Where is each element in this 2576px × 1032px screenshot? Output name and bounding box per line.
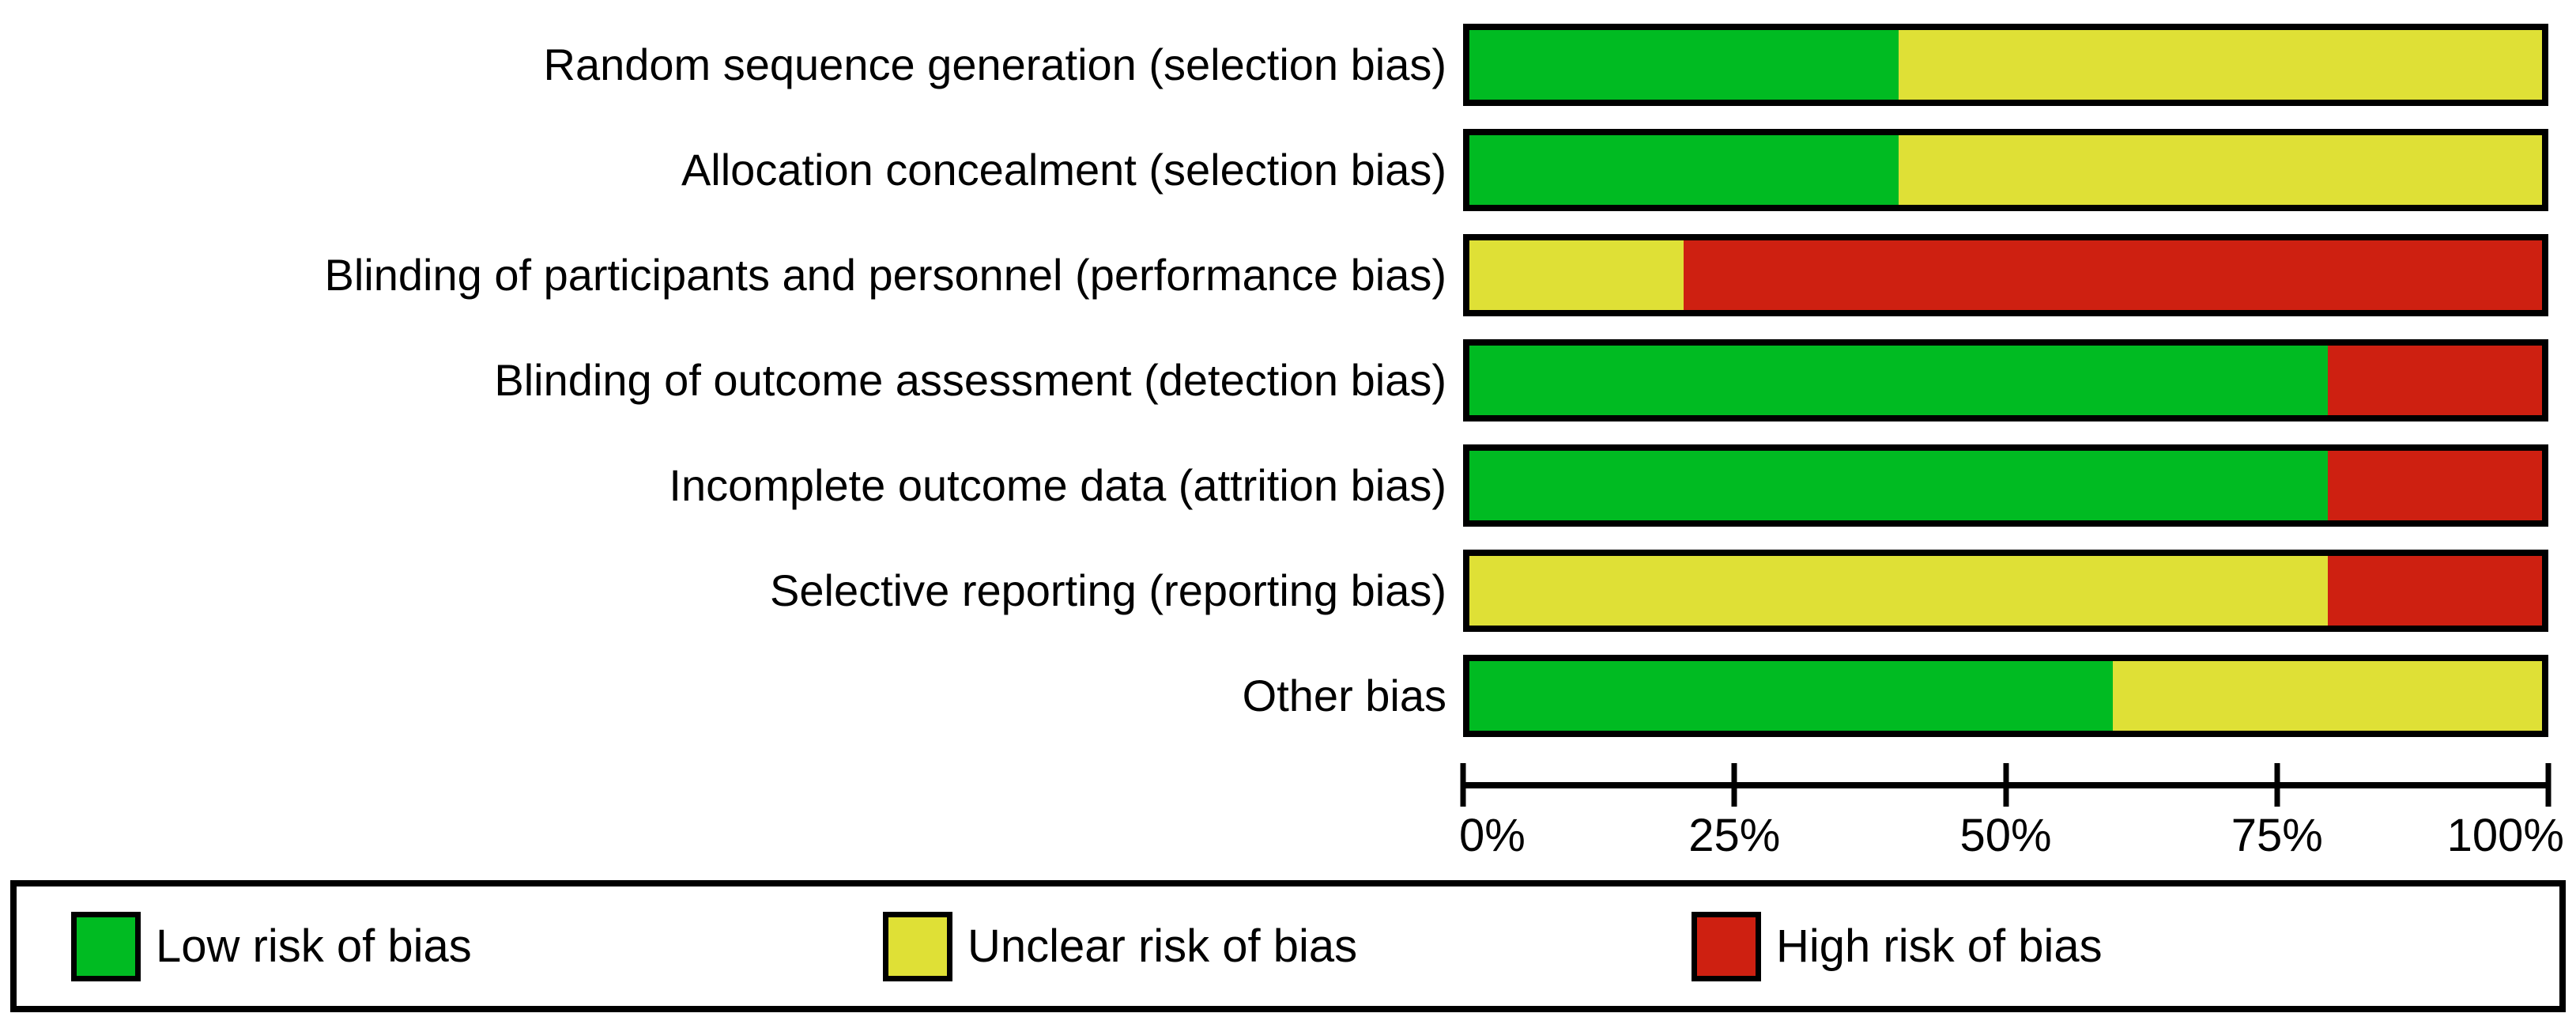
legend-swatch-high-risk (1692, 911, 1761, 981)
row-label: Allocation concealment (selection bias) (681, 144, 1446, 195)
legend-label: Low risk of bias (156, 920, 472, 972)
x-axis-row: 0% 25% 50% 75% 100% (0, 763, 2564, 870)
axis-spacer (0, 763, 1463, 870)
legend-item-unclear-risk: Unclear risk of bias (883, 911, 1358, 981)
row-label: Selective reporting (reporting bias) (770, 565, 1446, 615)
row-label: Blinding of participants and personnel (… (324, 249, 1446, 300)
chart-row: Blinding of participants and personnel (… (0, 222, 2576, 327)
axis-tick (1731, 763, 1737, 807)
bar-segment-unclear-risk (1469, 555, 2328, 626)
legend: Low risk of bias Unclear risk of bias High… (10, 880, 2566, 1012)
bar-segment-low-risk (1469, 660, 2114, 731)
bar-segment-high-risk (1684, 240, 2542, 310)
chart-row: Blinding of outcome assessment (detectio… (0, 327, 2576, 433)
bar-segment-low-risk (1469, 134, 1899, 205)
chart-row: Selective reporting (reporting bias) (0, 538, 2576, 643)
axis-tick-label: 25% (1688, 810, 1781, 861)
bar-segment-high-risk (2327, 450, 2542, 520)
bar-segment-unclear-risk (1898, 29, 2542, 100)
axis-tick-label: 100% (2446, 810, 2564, 861)
bar-chart-rows: Random sequence generation (selection bi… (0, 12, 2576, 748)
legend-label: Unclear risk of bias (967, 920, 1358, 972)
chart-row: Random sequence generation (selection bi… (0, 12, 2576, 117)
axis-tick (2274, 763, 2280, 807)
row-label: Random sequence generation (selection bi… (543, 39, 1446, 89)
bar-segment-unclear-risk (2113, 660, 2542, 731)
row-bar (1463, 233, 2548, 316)
legend-item-high-risk: High risk of bias (1692, 911, 2103, 981)
legend-label: High risk of bias (1776, 920, 2103, 972)
axis-tick-label: 50% (1959, 810, 2052, 861)
row-bar (1463, 444, 2548, 527)
bar-segment-low-risk (1469, 29, 1899, 100)
bar-segment-high-risk (2327, 345, 2542, 415)
row-label: Blinding of outcome assessment (detectio… (494, 354, 1446, 405)
axis-tick (1460, 763, 1466, 807)
row-bar (1463, 549, 2548, 632)
bar-segment-low-risk (1469, 345, 2328, 415)
bar-segment-unclear-risk (1469, 240, 1684, 310)
chart-row: Incomplete outcome data (attrition bias) (0, 433, 2576, 538)
row-bar (1463, 654, 2548, 737)
legend-swatch-unclear-risk (883, 911, 952, 981)
legend-swatch-low-risk (71, 911, 141, 981)
row-bar (1463, 23, 2548, 106)
bar-segment-unclear-risk (1898, 134, 2542, 205)
row-bar (1463, 338, 2548, 421)
chart-row: Other bias (0, 643, 2576, 748)
row-bar (1463, 128, 2548, 211)
bar-segment-high-risk (2327, 555, 2542, 626)
chart-row: Allocation concealment (selection bias) (0, 117, 2576, 222)
axis-tick-label: 0% (1459, 810, 1526, 861)
axis-tick-label: 75% (2231, 810, 2323, 861)
x-axis: 0% 25% 50% 75% 100% (1459, 763, 2564, 870)
row-label: Incomplete outcome data (attrition bias) (669, 459, 1446, 510)
axis-tick (2003, 763, 2008, 807)
legend-item-low-risk: Low risk of bias (71, 911, 472, 981)
axis-tick (2545, 763, 2551, 807)
bar-segment-low-risk (1469, 450, 2328, 520)
row-label: Other bias (1242, 670, 1446, 720)
